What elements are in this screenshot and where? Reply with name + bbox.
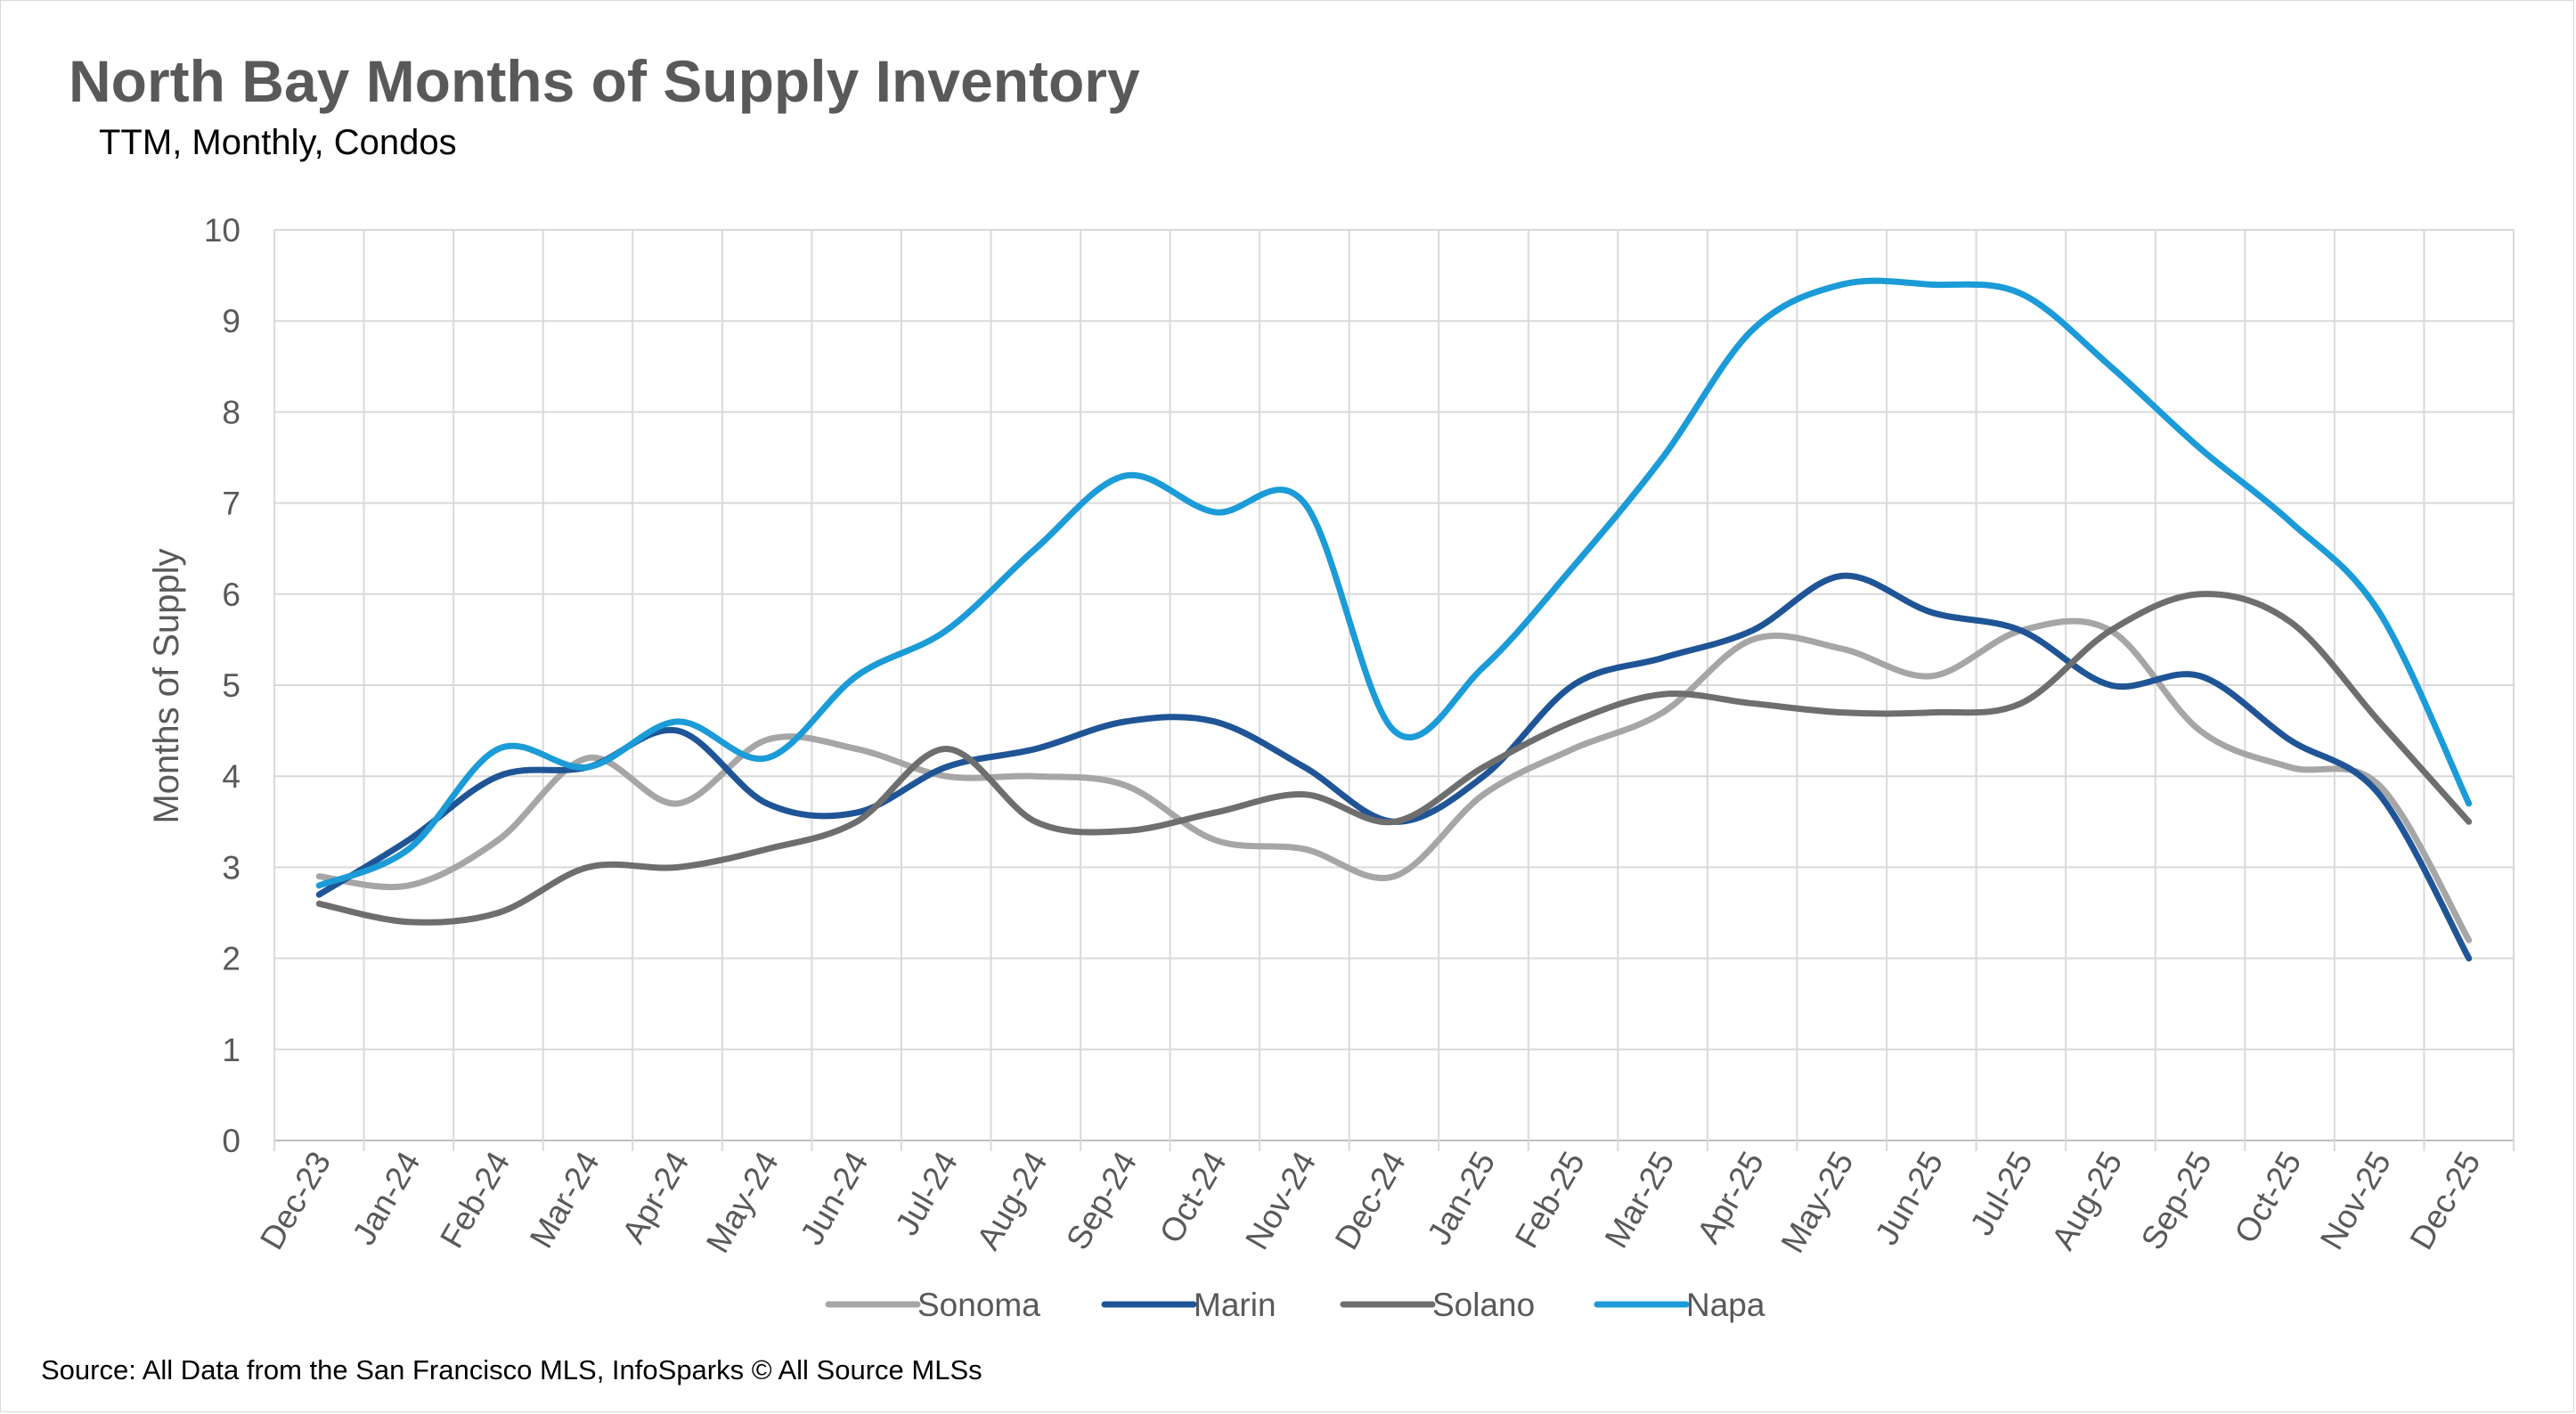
x-tick-label: Feb-25 — [1508, 1146, 1592, 1255]
x-tick-label: Jun-25 — [1868, 1146, 1950, 1251]
x-tick-label: Dec-24 — [1328, 1146, 1413, 1256]
y-tick-label: 0 — [222, 1123, 240, 1159]
legend-label-sonoma: Sonoma — [917, 1287, 1040, 1323]
grid-layer — [273, 229, 2515, 1151]
x-tick-label: Mar-25 — [1597, 1146, 1681, 1255]
series-line-solano — [315, 591, 2473, 926]
y-tick-label: 1 — [222, 1032, 240, 1068]
x-tick-label: Dec-23 — [253, 1146, 338, 1256]
x-tick-label: Oct-24 — [1153, 1146, 1234, 1250]
source-note: Source: All Data from the San Francisco … — [41, 1354, 982, 1385]
legend: Sonoma Marin Solano Napa — [825, 1287, 1765, 1323]
x-tick-label: Dec-25 — [2403, 1146, 2488, 1256]
x-tick-label: Sep-25 — [2134, 1146, 2219, 1256]
x-tick-labels: Dec-23 Jan-24 Feb-24 Mar-24 Apr-24 May-24 Jun-… — [253, 1146, 2488, 1259]
y-tick-label: 9 — [222, 303, 240, 339]
y-tick-label: 10 — [204, 212, 240, 249]
y-tick-label: 4 — [222, 758, 240, 795]
series-line-marin — [315, 572, 2473, 962]
x-tick-label: Jan-25 — [1420, 1146, 1502, 1251]
x-tick-label: May-24 — [699, 1146, 786, 1259]
y-tick-label: 6 — [222, 576, 240, 613]
x-tick-label: Mar-24 — [523, 1146, 607, 1255]
y-tick-label: 7 — [222, 486, 240, 522]
x-tick-label: Jul-25 — [1963, 1146, 2040, 1242]
x-tick-label: Aug-24 — [970, 1146, 1055, 1256]
chart-subtitle: TTM, Monthly, Condos — [99, 123, 457, 162]
x-tick-label: Jul-24 — [888, 1146, 965, 1242]
legend-label-marin: Marin — [1194, 1287, 1276, 1323]
legend-label-solano: Solano — [1432, 1287, 1535, 1323]
x-tick-label: Nov-24 — [1238, 1146, 1323, 1256]
x-tick-label: Nov-25 — [2313, 1146, 2398, 1256]
x-tick-label: Apr-25 — [1690, 1146, 1771, 1250]
y-tick-label: 8 — [222, 394, 240, 430]
y-tick-label: 2 — [222, 941, 240, 977]
x-tick-label: Oct-25 — [2227, 1146, 2308, 1250]
y-tick-label: 5 — [222, 667, 240, 704]
x-tick-label: May-25 — [1774, 1146, 1861, 1259]
series-line-napa — [315, 277, 2473, 889]
x-tick-label: Jan-24 — [346, 1146, 428, 1251]
series-line-sonoma — [315, 617, 2473, 944]
x-tick-label: Aug-25 — [2044, 1146, 2129, 1256]
legend-label-napa: Napa — [1686, 1287, 1765, 1323]
x-tick-label: Jun-24 — [793, 1146, 875, 1251]
x-tick-label: Apr-24 — [615, 1146, 696, 1250]
x-tick-label: Sep-24 — [1059, 1146, 1144, 1256]
y-tick-label: 3 — [222, 849, 240, 886]
x-tick-label: Feb-24 — [433, 1146, 517, 1255]
y-tick-labels: 0 1 2 3 4 5 6 7 8 9 10 — [204, 212, 240, 1159]
chart-title: North Bay Months of Supply Inventory — [69, 48, 1140, 114]
series-layer — [315, 277, 2473, 962]
y-axis-label: Months of Supply — [147, 548, 186, 823]
